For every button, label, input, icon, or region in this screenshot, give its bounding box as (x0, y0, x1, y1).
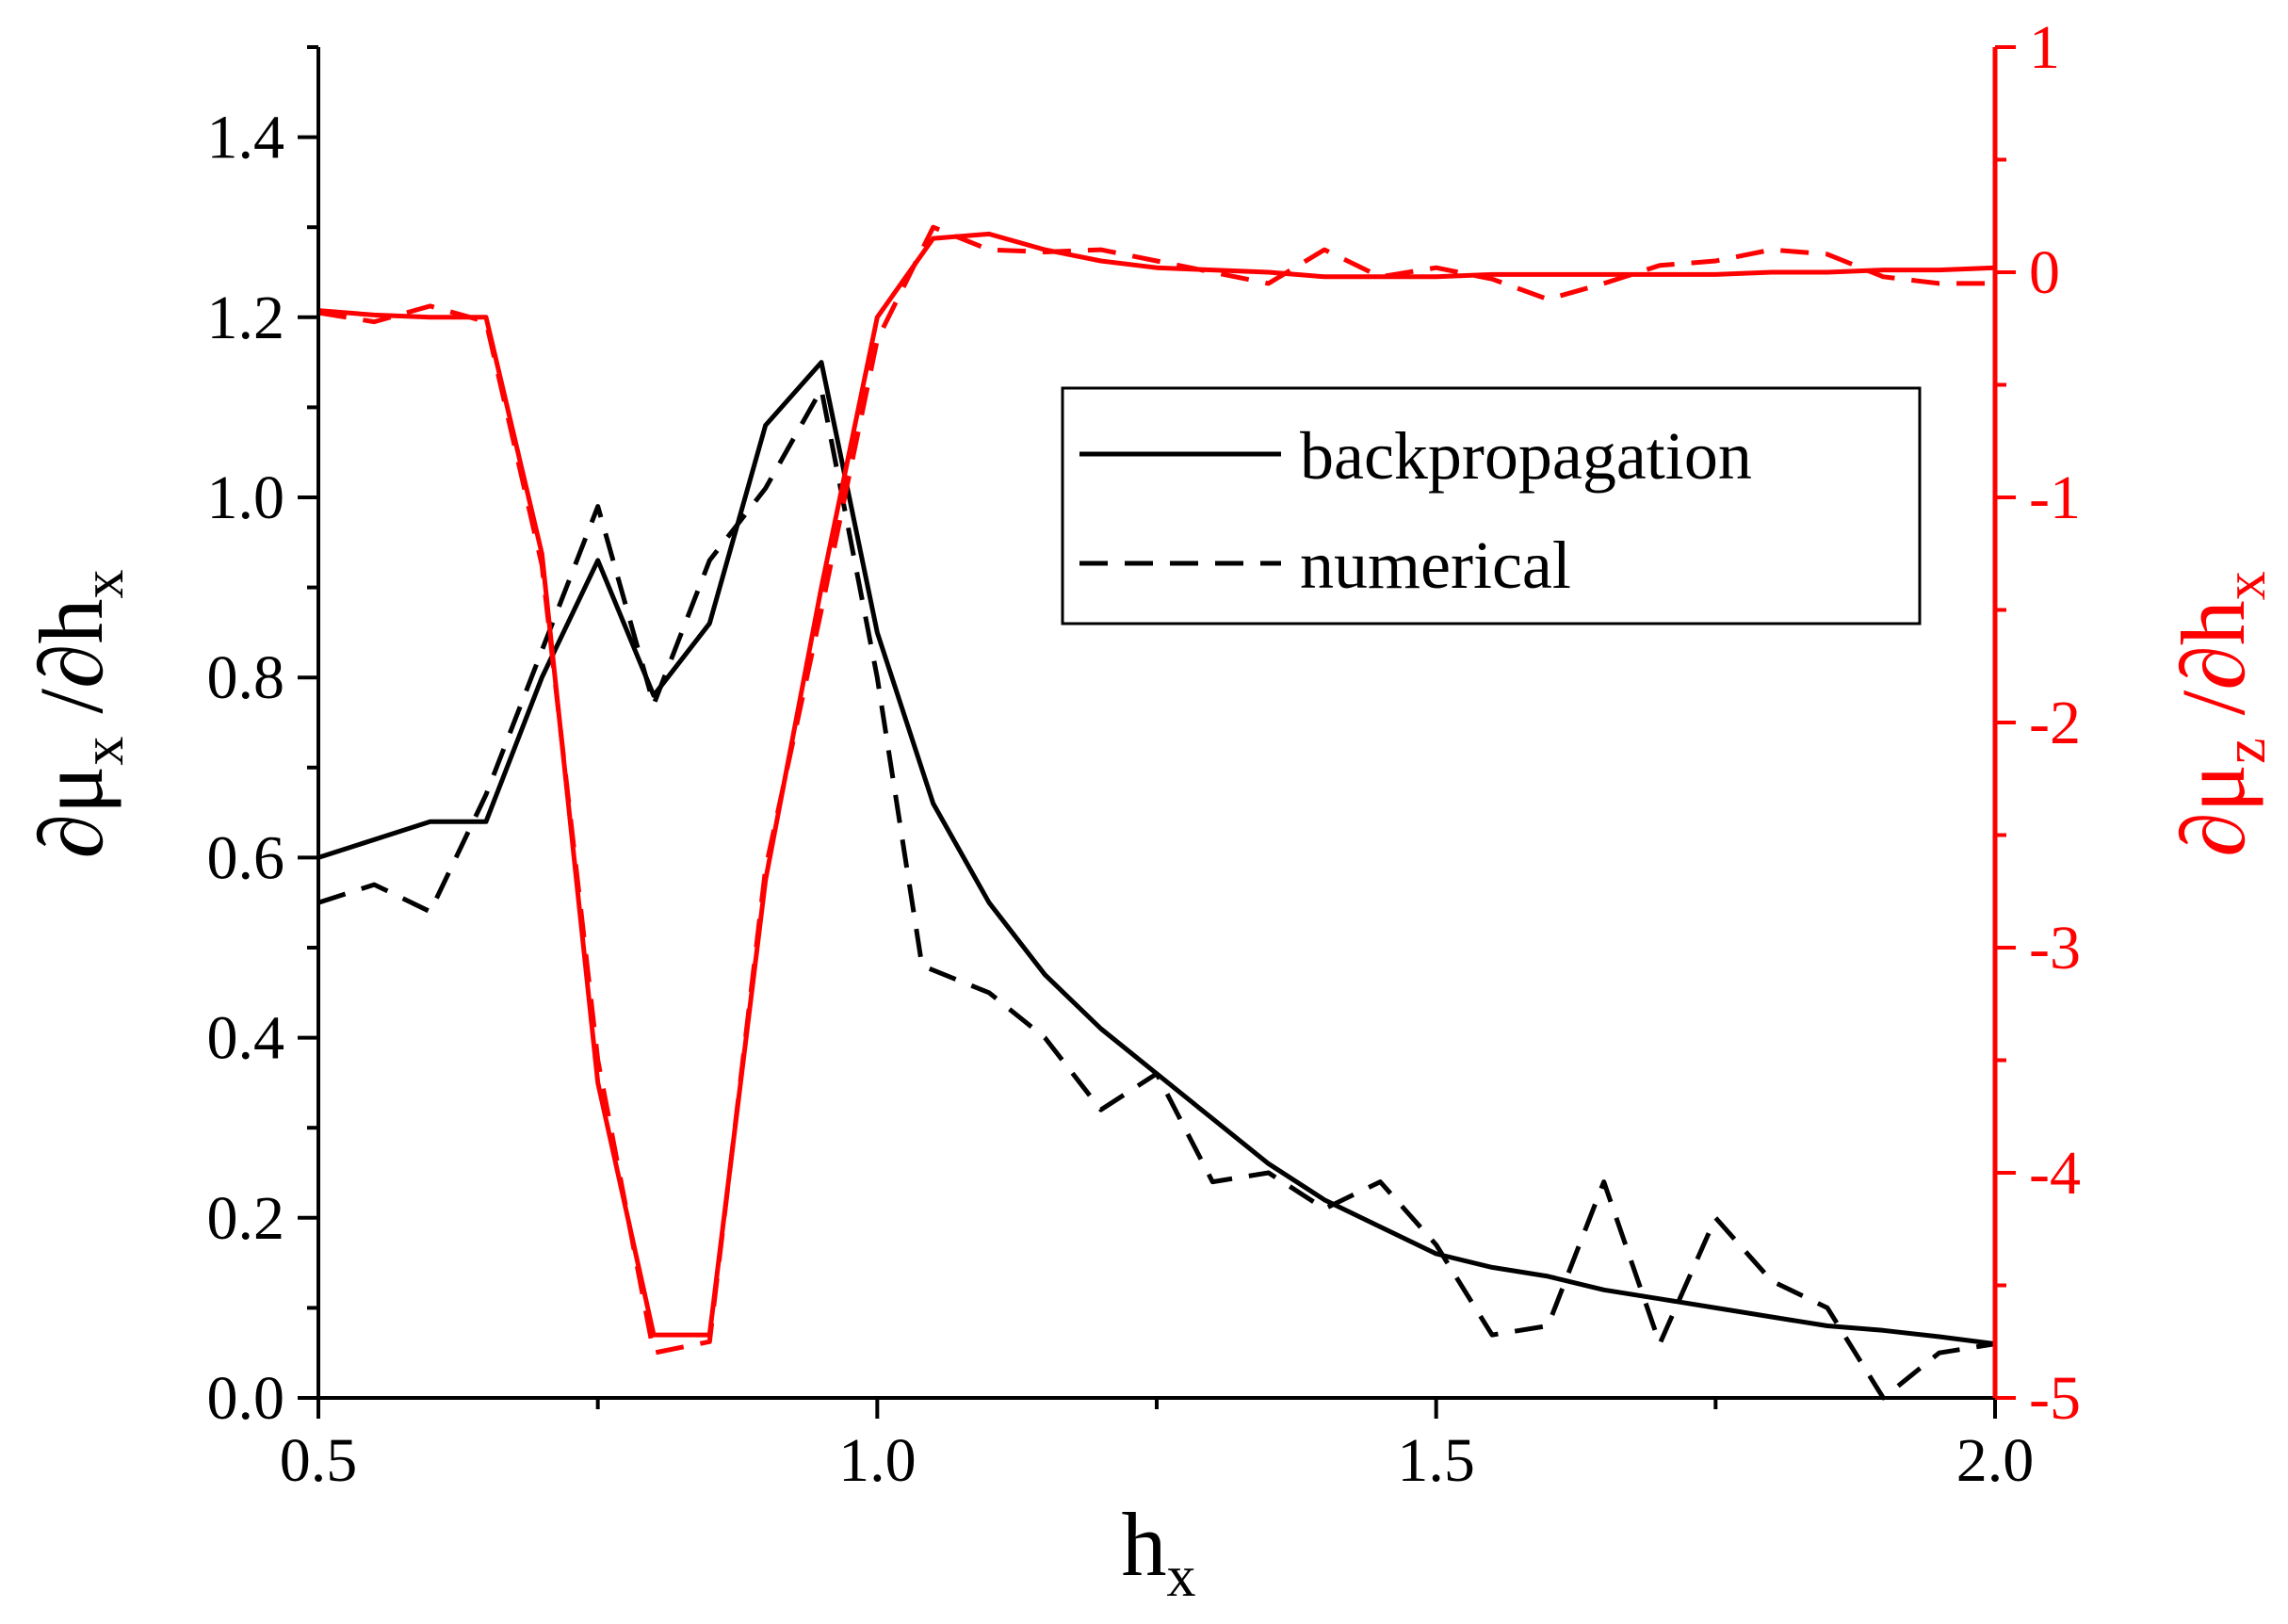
axes: 0.5 1.0 1.5 2.0 0.0 0.2 0.4 0.6 0.8 1.0 1.2 1.4 -5 -4… (207, 13, 2081, 1495)
y-left-tick-label: 1.4 (207, 104, 285, 172)
y-right-title-part-2: z (2214, 738, 2278, 764)
y-right-title-part-1: ∂μ (2163, 764, 2264, 857)
y-left-title-part-2: x (72, 737, 136, 766)
y-axis-left-title: ∂μx /∂hx (21, 569, 136, 858)
series-layer (317, 224, 1996, 1401)
series-line-right-backpropagation (317, 231, 1996, 1338)
x-tick-label: 1.5 (1397, 1426, 1475, 1495)
y-right-title-part-3: /∂h (2163, 600, 2264, 738)
y-left-tick-label: 1.2 (207, 284, 285, 352)
x-tick-label: 0.5 (280, 1426, 358, 1495)
x-axis-title: hx (1122, 1494, 1196, 1609)
y-left-tick-label: 0.8 (207, 643, 285, 712)
y-right-tick-label: -3 (2029, 914, 2081, 983)
series-line-left-numerical (317, 386, 1996, 1401)
y-axis-right-title: ∂μz /∂hx (2163, 571, 2278, 857)
x-tick-label: 1.0 (838, 1426, 917, 1495)
y-right-tick-label: -2 (2029, 689, 2081, 757)
series-line-right-numerical (317, 224, 1995, 1356)
y-left-title-part-4: x (72, 569, 136, 598)
y-left-tick-label: 0.2 (207, 1184, 285, 1253)
legend: backpropagation numerical (1061, 386, 1922, 625)
y-left-tick-label: 1.0 (207, 463, 285, 532)
y-left-title-part-3: /∂h (21, 598, 122, 736)
y-left-tick-label: 0.4 (207, 1004, 285, 1073)
y-right-tick-label: -4 (2029, 1139, 2081, 1208)
y-right-tick-label: -1 (2029, 463, 2081, 532)
y-right-tick-label: 0 (2029, 238, 2060, 307)
y-right-tick-label: -5 (2029, 1364, 2081, 1433)
y-left-title-part-1: ∂μ (21, 766, 122, 859)
x-axis-title-main: h (1122, 1494, 1167, 1595)
legend-label-numerical: numerical (1300, 528, 1571, 603)
y-left-tick-label: 0.0 (207, 1364, 285, 1433)
legend-box (1061, 386, 1922, 625)
x-tick-label: 2.0 (1956, 1426, 2035, 1495)
y-left-tick-label: 0.6 (207, 823, 285, 892)
legend-label-backpropagation: backpropagation (1300, 418, 1752, 494)
y-right-tick-label: 1 (2029, 13, 2060, 82)
y-right-title-part-4: x (2214, 571, 2278, 600)
x-axis-title-sub: x (1167, 1545, 1196, 1609)
